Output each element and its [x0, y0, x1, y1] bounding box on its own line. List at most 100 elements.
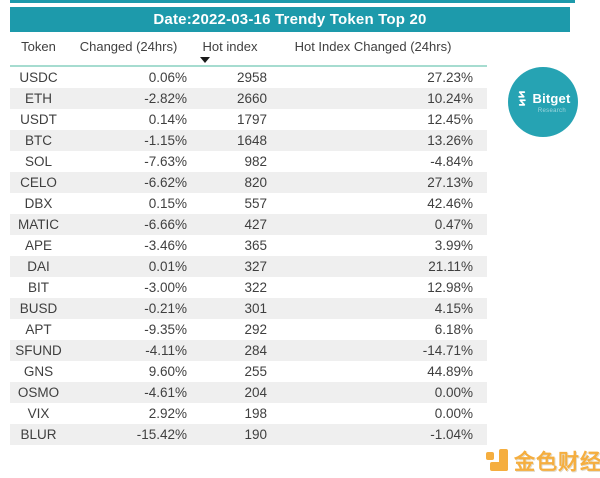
- cell-changed-24hrs: 0.15%: [148, 196, 187, 211]
- title-bar: Date:2022-03-16 Trendy Token Top 20: [10, 7, 570, 32]
- cell-changed-24hrs: -15.42%: [136, 427, 187, 442]
- cell-hot-index-changed-24hrs: 12.45%: [427, 112, 473, 127]
- cell-hot-index-changed-24hrs: 13.26%: [427, 133, 473, 148]
- bitget-brand-name: Bitget: [532, 90, 571, 106]
- table-row[interactable]: BUSD -0.21% 301 4.15%: [10, 298, 487, 319]
- cell-token: SOL: [24, 154, 52, 169]
- cell-token: USDC: [19, 70, 58, 85]
- cell-hot-index: 301: [244, 301, 267, 316]
- table-row[interactable]: ETH -2.82% 2660 10.24%: [10, 88, 487, 109]
- bitget-logo-badge: Bitget Research: [508, 67, 578, 137]
- table-row[interactable]: OSMO -4.61% 204 0.00%: [10, 382, 487, 403]
- table-row[interactable]: BLUR -15.42% 190 -1.04%: [10, 424, 487, 445]
- cell-changed-24hrs: -0.21%: [144, 301, 187, 316]
- cell-token: DBX: [24, 196, 53, 211]
- table-row[interactable]: DAI 0.01% 327 21.11%: [10, 256, 487, 277]
- col-header-hot-index-changed-24hrs[interactable]: Hot Index Changed (24hrs): [294, 39, 452, 54]
- cell-changed-24hrs: -4.11%: [145, 343, 187, 358]
- bitget-mark-icon: [515, 90, 529, 106]
- cell-hot-index: 322: [244, 280, 267, 295]
- cell-changed-24hrs: 0.06%: [148, 70, 187, 85]
- cell-hot-index: 557: [244, 196, 267, 211]
- cell-changed-24hrs: -6.66%: [144, 217, 187, 232]
- jinse-finance-icon: [486, 449, 509, 473]
- jinse-finance-watermark: 金色财经: [486, 446, 600, 476]
- table-row[interactable]: SOL -7.63% 982 -4.84%: [10, 151, 487, 172]
- cell-hot-index-changed-24hrs: 12.98%: [427, 280, 473, 295]
- cell-token: USDT: [20, 112, 57, 127]
- cell-hot-index: 365: [244, 238, 267, 253]
- cell-hot-index: 198: [244, 406, 267, 421]
- cell-hot-index-changed-24hrs: 0.47%: [434, 217, 473, 232]
- table-row[interactable]: DBX 0.15% 557 42.46%: [10, 193, 487, 214]
- cell-token: APT: [25, 322, 52, 337]
- cell-hot-index-changed-24hrs: -1.04%: [430, 427, 473, 442]
- cell-hot-index-changed-24hrs: 0.00%: [434, 406, 473, 421]
- cell-hot-index: 255: [244, 364, 267, 379]
- bitget-research-label: Research: [537, 107, 566, 114]
- cell-hot-index: 820: [244, 175, 267, 190]
- cell-hot-index-changed-24hrs: 6.18%: [434, 322, 473, 337]
- cell-changed-24hrs: -9.35%: [144, 322, 187, 337]
- cell-token: SFUND: [15, 343, 62, 358]
- cell-hot-index-changed-24hrs: 3.99%: [434, 238, 473, 253]
- cell-token: BLUR: [20, 427, 57, 442]
- table-row[interactable]: SFUND -4.11% 284 -14.71%: [10, 340, 487, 361]
- cell-changed-24hrs: -2.82%: [144, 91, 187, 106]
- table-row[interactable]: USDC 0.06% 2958 27.23%: [10, 67, 487, 88]
- cell-changed-24hrs: -1.15%: [144, 133, 187, 148]
- table-row[interactable]: APE -3.46% 365 3.99%: [10, 235, 487, 256]
- cell-token: BIT: [27, 280, 49, 295]
- cell-token: GNS: [23, 364, 54, 379]
- cell-hot-index: 2958: [236, 70, 267, 85]
- cell-hot-index-changed-24hrs: 21.11%: [428, 259, 473, 274]
- cell-hot-index: 327: [244, 259, 267, 274]
- table-row[interactable]: MATIC -6.66% 427 0.47%: [10, 214, 487, 235]
- cell-token: VIX: [27, 406, 50, 421]
- cell-hot-index: 190: [244, 427, 267, 442]
- cell-hot-index-changed-24hrs: 27.13%: [427, 175, 473, 190]
- cell-hot-index: 292: [244, 322, 267, 337]
- col-header-hot-index[interactable]: Hot index: [202, 39, 258, 54]
- jinse-finance-label: 金色财经: [514, 451, 600, 474]
- cell-token: ETH: [25, 91, 52, 106]
- col-header-token[interactable]: Token: [21, 39, 56, 54]
- token-table: Token Changed (24hrs) Hot index Hot Inde…: [10, 37, 487, 445]
- cell-token: APE: [24, 238, 52, 253]
- table-row[interactable]: USDT 0.14% 1797 12.45%: [10, 109, 487, 130]
- cell-hot-index-changed-24hrs: 10.24%: [427, 91, 473, 106]
- cell-hot-index-changed-24hrs: 42.46%: [427, 196, 473, 211]
- cell-hot-index: 2660: [236, 91, 267, 106]
- cell-changed-24hrs: 9.60%: [148, 364, 187, 379]
- cell-changed-24hrs: 0.01%: [148, 259, 187, 274]
- cell-token: BTC: [25, 133, 52, 148]
- cell-hot-index-changed-24hrs: 4.15%: [434, 301, 473, 316]
- cell-hot-index: 427: [244, 217, 267, 232]
- cell-hot-index: 1648: [236, 133, 267, 148]
- cell-hot-index: 204: [244, 385, 267, 400]
- cell-changed-24hrs: 0.14%: [148, 112, 187, 127]
- col-header-changed-24hrs[interactable]: Changed (24hrs): [79, 39, 178, 54]
- cell-token: DAI: [27, 259, 50, 274]
- table-row[interactable]: VIX 2.92% 198 0.00%: [10, 403, 487, 424]
- table-row[interactable]: BIT -3.00% 322 12.98%: [10, 277, 487, 298]
- cell-hot-index-changed-24hrs: -4.84%: [430, 154, 473, 169]
- cell-token: OSMO: [17, 385, 60, 400]
- table-row[interactable]: GNS 9.60% 255 44.89%: [10, 361, 487, 382]
- table-body: USDC 0.06% 2958 27.23% ETH -2.82% 2660 10.24% US…: [10, 67, 487, 445]
- table-row[interactable]: APT -9.35% 292 6.18%: [10, 319, 487, 340]
- cell-changed-24hrs: -4.61%: [144, 385, 187, 400]
- table-row[interactable]: BTC -1.15% 1648 13.26%: [10, 130, 487, 151]
- cell-hot-index: 284: [244, 343, 267, 358]
- cell-token: MATIC: [18, 217, 59, 232]
- cell-hot-index: 982: [244, 154, 267, 169]
- sort-descending-icon[interactable]: [200, 57, 210, 63]
- cell-token: CELO: [20, 175, 57, 190]
- cell-changed-24hrs: -7.63%: [144, 154, 187, 169]
- cell-changed-24hrs: -6.62%: [144, 175, 187, 190]
- table-row[interactable]: CELO -6.62% 820 27.13%: [10, 172, 487, 193]
- cell-hot-index-changed-24hrs: 44.89%: [427, 364, 473, 379]
- page-title: Date:2022-03-16 Trendy Token Top 20: [153, 11, 427, 28]
- cell-hot-index-changed-24hrs: 0.00%: [434, 385, 473, 400]
- table-header-row: Token Changed (24hrs) Hot index Hot Inde…: [10, 37, 487, 56]
